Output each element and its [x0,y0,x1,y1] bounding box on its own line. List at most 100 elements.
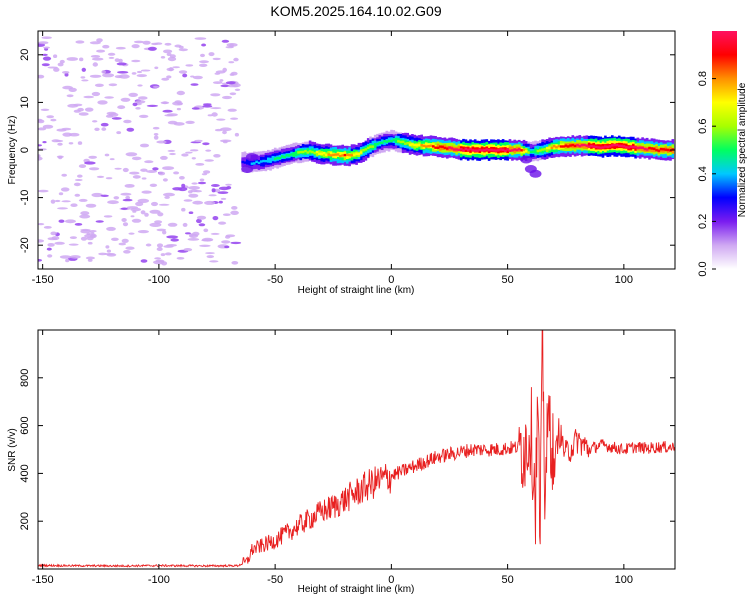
ridge-segment [508,149,512,152]
noise-speckle [54,199,61,203]
ridge-segment [557,145,561,148]
noise-speckle [185,151,193,154]
ridge-segment [327,153,330,156]
ridge-segment [452,148,456,151]
x-tick-label: 0 [388,574,394,586]
ridge-segment [562,145,565,148]
ridge-segment [459,148,463,151]
noise-speckle [182,222,188,227]
noise-speckle [109,158,115,161]
ridge-segment [448,146,451,149]
noise-speckle [167,222,178,227]
ridge-segment [655,146,658,152]
ridge-segment [290,153,293,156]
noise-speckle [146,104,159,107]
ridge-segment [387,139,391,143]
ridge-segment [648,146,651,150]
noise-speckle [75,40,85,44]
ridge-segment [294,152,298,156]
ridge-segment [432,145,435,148]
x-tick-label: -100 [148,574,170,586]
noise-speckle [59,59,65,64]
noise-speckle [187,238,200,241]
noise-speckle [97,100,108,105]
noise-speckle [55,139,64,143]
noise-speckle [100,194,109,197]
ridge-segment [573,144,577,148]
snr-plot-area [38,330,675,568]
noise-speckle [106,226,116,231]
noise-speckle [178,70,188,74]
ridge-segment [492,149,496,152]
noise-speckle [137,230,149,234]
noise-speckle [114,58,120,62]
ridge-segment [457,148,461,152]
ridge-segment [325,153,328,156]
noise-speckle [210,93,221,97]
noise-speckle [120,192,132,196]
ridge-segment [364,148,368,151]
noise-speckle [199,178,205,182]
noise-speckle [225,81,236,85]
noise-speckle [41,53,48,57]
ridge-segment [353,153,356,156]
ridge-segment [641,146,644,149]
ridge-segment [413,143,416,149]
ridge-segment [439,145,442,148]
noise-speckle [225,235,231,239]
noise-speckle [108,83,118,87]
ridge-segment [655,149,658,152]
noise-speckle [78,112,89,116]
ridge-segment [329,154,333,157]
ridge-segment [322,151,326,155]
noise-speckle [111,237,119,241]
ridge-segment [306,151,310,154]
noise-speckle [162,166,175,171]
noise-speckle [196,218,202,224]
noise-speckle [176,90,185,96]
noise-speckle [208,52,215,57]
noise-speckle [158,203,170,206]
ridge-segment [622,145,626,148]
noise-speckle [51,236,60,241]
snr-panel: -150 -100 -50 0 50 100 200 400 600 800 Height of … [7,329,676,595]
noise-speckle [68,243,79,246]
noise-speckle [57,207,68,210]
noise-speckle [220,84,230,88]
colorbar-tick-label: 0.6 [697,119,709,134]
ridge-segment [390,139,393,143]
ridge-segment [466,148,470,152]
noise-speckle [218,221,227,225]
noise-speckle [219,79,224,82]
ridge-segment [592,145,595,148]
y-tick-label: 800 [19,369,31,387]
noise-speckle [164,114,174,117]
ridge-segment [664,148,668,151]
snr-axes: -150 -100 -50 0 50 100 200 400 600 800 [19,330,675,586]
ridge-segment [248,161,251,164]
noise-speckle [123,119,132,124]
ridge-segment [545,147,549,153]
ridge-segment [260,160,263,163]
ridge-segment [662,148,665,151]
noise-speckle [188,186,201,190]
noise-speckle [153,133,159,136]
noise-speckle [102,44,110,49]
noise-speckle [61,127,72,131]
noise-speckle [42,124,54,129]
ridge-segment [580,144,584,147]
noise-speckle [140,168,148,172]
noise-speckle [156,243,164,248]
ridge-segment [506,148,509,151]
noise-speckle [173,171,180,175]
noise-speckle [38,119,45,124]
noise-speckle [96,175,105,178]
noise-speckle [53,67,60,72]
noise-speckle [211,184,220,187]
noise-speckle [118,242,127,246]
ridge-segment [441,145,444,149]
noise-speckle [125,152,138,157]
ridge-segment [243,161,247,164]
ridge-segment [587,142,591,148]
